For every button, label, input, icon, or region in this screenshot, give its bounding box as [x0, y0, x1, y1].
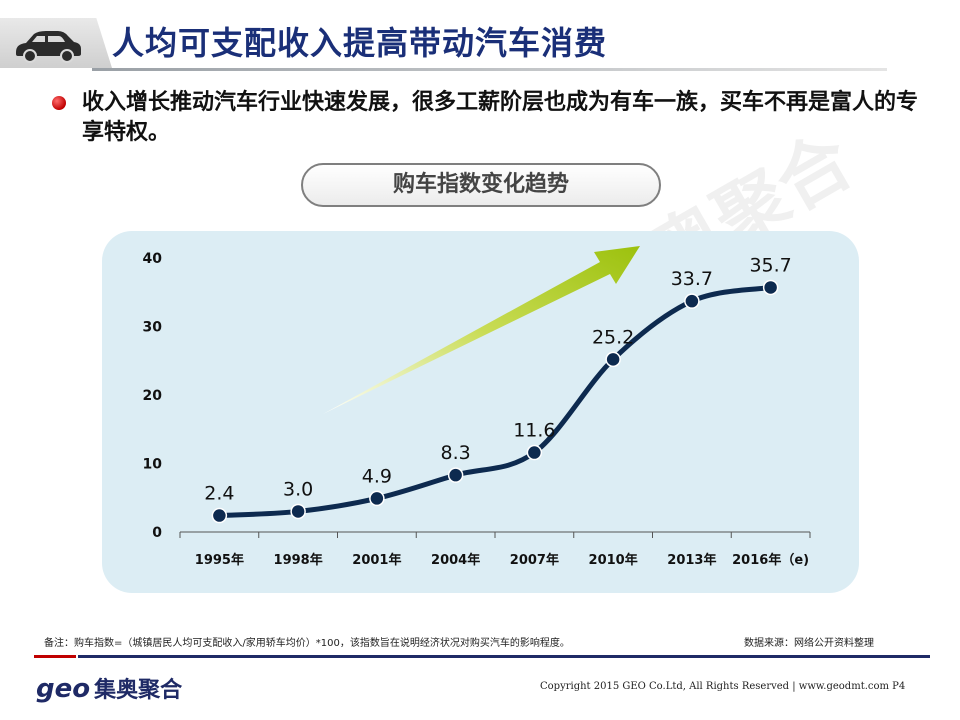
x-tick-label: 2010年 — [589, 552, 638, 568]
data-point — [369, 490, 385, 507]
data-point — [290, 503, 306, 520]
footer-note: 备注：购车指数=（城镇居民人均可支配收入/家用轿车均价）*100，该指数旨在说明… — [44, 638, 570, 649]
logo-cn: 集奥聚合 — [94, 678, 183, 703]
copyright: Copyright 2015 GEO Co.Ltd, All Rights Re… — [540, 681, 906, 692]
data-point — [526, 444, 543, 461]
data-label: 3.0 — [283, 478, 313, 500]
data-label: 25.2 — [592, 326, 634, 348]
header: 人均可支配收入提高带动汽车消费 — [0, 0, 960, 80]
data-label: 8.3 — [441, 442, 471, 464]
x-tick-label: 2013年 — [667, 552, 716, 568]
company-logo: geo 集奥聚合 — [36, 672, 182, 704]
data-label: 2.4 — [204, 483, 234, 505]
data-label: 4.9 — [362, 465, 392, 487]
footer-line-blue — [78, 655, 930, 658]
chart-title: 购车指数变化趋势 — [301, 163, 661, 207]
title-underline — [92, 68, 887, 71]
x-tick-label: 2016年（e) — [732, 552, 809, 568]
data-point — [762, 279, 779, 296]
logo-geo: geo — [36, 674, 91, 704]
y-tick-label: 0 — [152, 525, 162, 541]
y-tick-label: 40 — [143, 251, 163, 267]
footer-source: 数据来源：网络公开资料整理 — [744, 638, 874, 649]
x-tick-label: 2007年 — [510, 552, 559, 568]
x-tick-label: 1998年 — [274, 552, 323, 568]
page-title: 人均可支配收入提高带动汽车消费 — [112, 24, 608, 62]
data-label: 33.7 — [671, 268, 713, 290]
footer-line-red — [34, 655, 76, 658]
y-tick-label: 30 — [143, 320, 163, 336]
data-point — [211, 507, 228, 524]
x-tick-label: 2004年 — [431, 552, 480, 568]
y-tick-label: 10 — [143, 457, 163, 473]
bullet-point: 收入增长推动汽车行业快速发展，很多工薪阶层也成为有车一族，买车不再是富人的专享特… — [48, 88, 918, 148]
data-point — [447, 467, 464, 483]
x-tick-label: 1995年 — [195, 552, 244, 568]
data-point — [605, 351, 621, 368]
series-line — [216, 284, 774, 519]
data-label: 11.6 — [513, 420, 555, 442]
x-tick-label: 2001年 — [352, 552, 401, 568]
bullet-text: 收入增长推动汽车行业快速发展，很多工薪阶层也成为有车一族，买车不再是富人的专享特… — [82, 90, 919, 145]
bullet-dot-icon — [52, 96, 66, 110]
data-point — [684, 293, 700, 309]
chart-axes — [179, 531, 811, 538]
data-label: 35.7 — [749, 254, 791, 276]
y-tick-label: 20 — [143, 388, 163, 404]
trend-arrow-icon — [323, 246, 640, 414]
car-icon — [16, 31, 81, 63]
